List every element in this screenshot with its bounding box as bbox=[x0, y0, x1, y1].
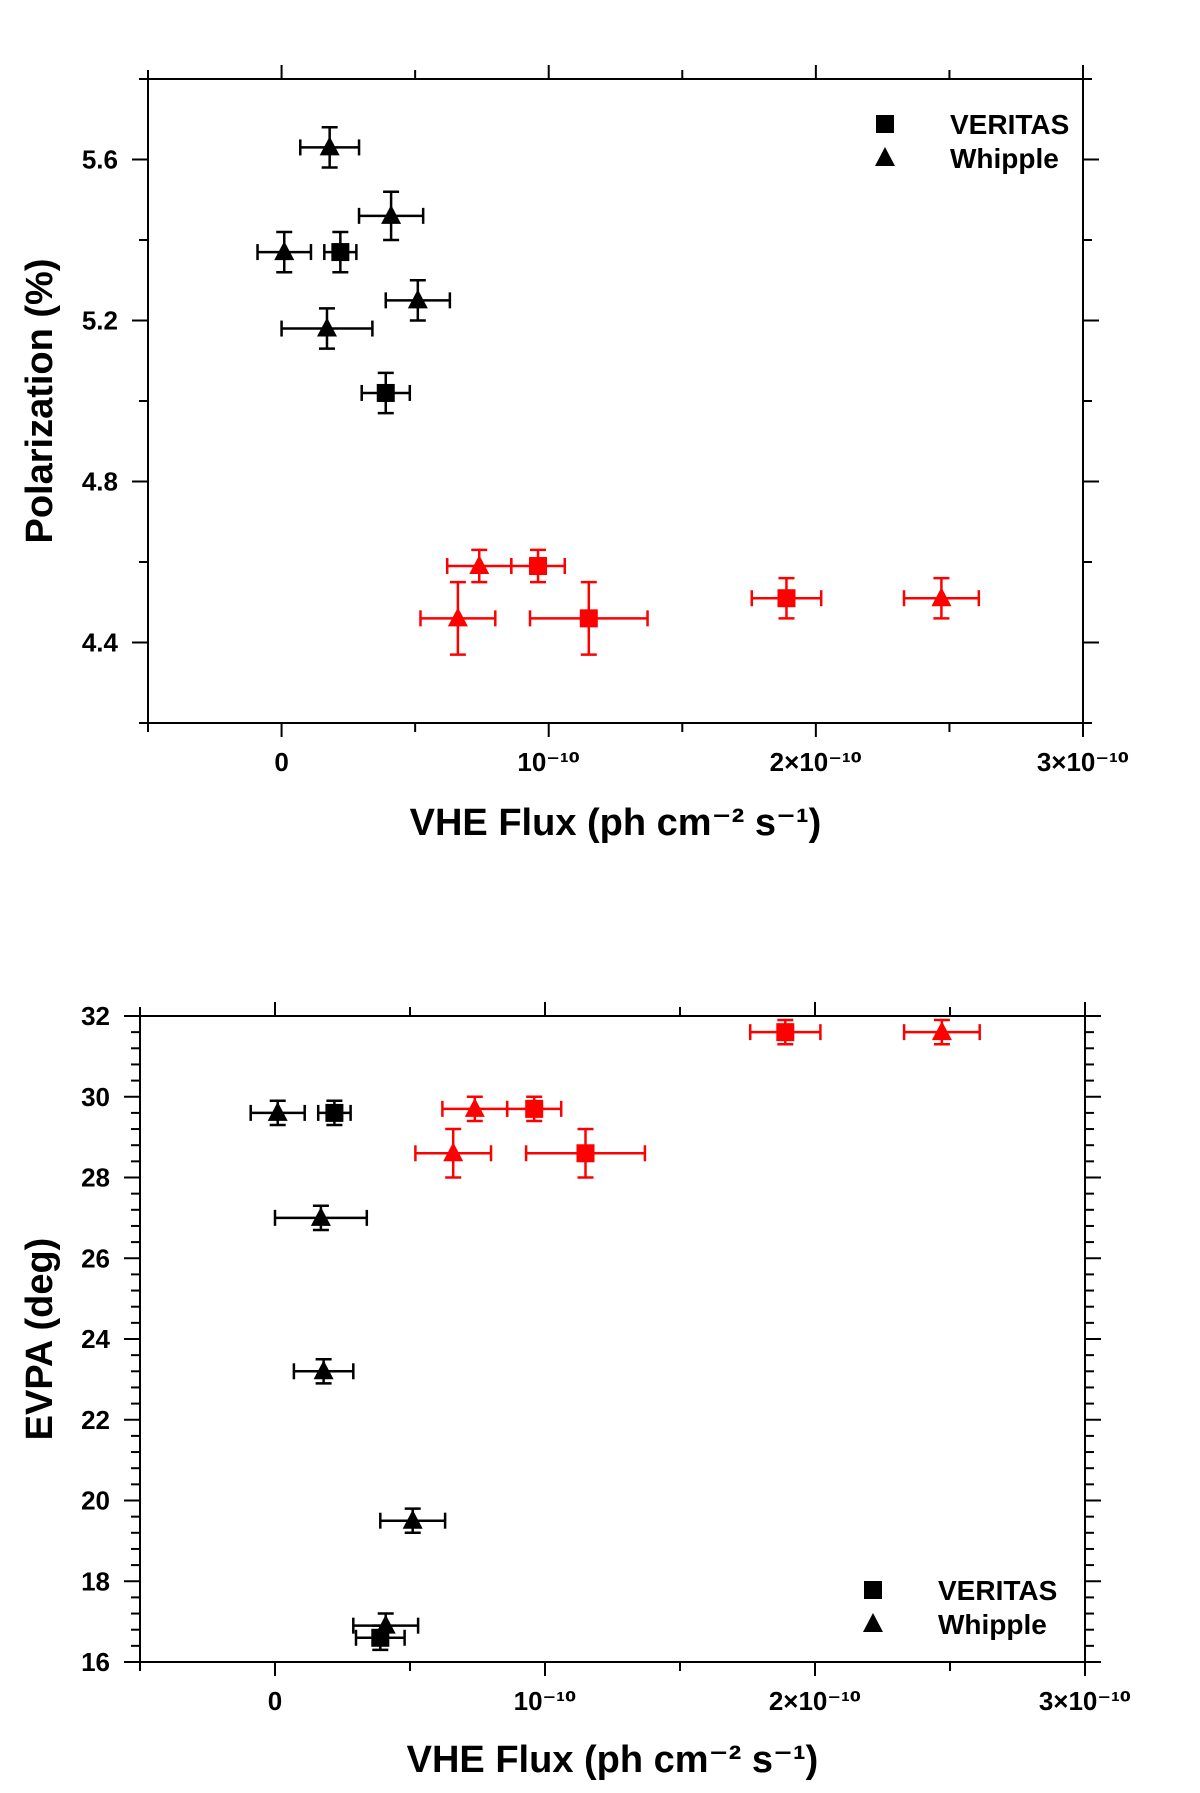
series-whipple bbox=[249, 1099, 447, 1640]
legend-triangle-icon bbox=[875, 147, 895, 166]
triangle-marker bbox=[443, 1142, 464, 1162]
data-point bbox=[441, 1095, 509, 1123]
square-marker bbox=[776, 1023, 795, 1042]
y-tick-label: 30 bbox=[81, 1082, 110, 1112]
square-marker bbox=[325, 1103, 344, 1122]
triangle-marker bbox=[931, 1021, 952, 1041]
y-tick-label: 32 bbox=[81, 1001, 110, 1031]
square-marker bbox=[331, 243, 350, 262]
x-tick-label: 3×10⁻¹⁰ bbox=[1037, 747, 1129, 777]
data-point bbox=[249, 1099, 306, 1127]
y-tick-label: 18 bbox=[81, 1566, 110, 1596]
x-axis-title: VHE Flux (ph cm⁻² s⁻¹) bbox=[410, 802, 822, 844]
data-point bbox=[445, 548, 513, 584]
y-tick-label: 4.8 bbox=[82, 467, 118, 497]
x-axis-title: VHE Flux (ph cm⁻² s⁻¹) bbox=[407, 1739, 819, 1781]
legend-label: VERITAS bbox=[938, 1575, 1057, 1606]
data-point bbox=[505, 1095, 563, 1123]
x-tick-label: 0 bbox=[268, 1686, 282, 1716]
data-point bbox=[750, 576, 823, 620]
data-point bbox=[379, 1507, 447, 1535]
square-marker bbox=[579, 609, 598, 628]
legend-square-icon bbox=[864, 1581, 882, 1599]
legend-triangle-icon bbox=[863, 1613, 883, 1632]
series-veritas-red bbox=[505, 1018, 822, 1179]
triangle-marker bbox=[313, 1360, 334, 1380]
triangle-marker bbox=[402, 1509, 423, 1529]
series-veritas bbox=[323, 230, 412, 415]
data-point bbox=[256, 230, 313, 274]
y-tick-label: 22 bbox=[81, 1405, 110, 1435]
y-tick-label: 16 bbox=[81, 1647, 110, 1677]
x-tick-label: 0 bbox=[274, 747, 288, 777]
triangle-marker bbox=[464, 1097, 485, 1117]
triangle-marker bbox=[407, 289, 428, 309]
data-point bbox=[299, 126, 361, 169]
x-tick-label: 2×10⁻¹⁰ bbox=[769, 1686, 861, 1716]
plot-frame bbox=[147, 78, 1084, 724]
y-tick-label: 26 bbox=[81, 1243, 110, 1273]
triangle-marker bbox=[310, 1206, 331, 1226]
data-point bbox=[414, 1127, 493, 1179]
y-tick-label: 5.2 bbox=[82, 306, 118, 336]
data-point bbox=[902, 1018, 981, 1046]
triangle-marker bbox=[469, 555, 490, 575]
square-marker bbox=[529, 557, 548, 576]
data-point bbox=[360, 371, 412, 415]
data-point bbox=[419, 580, 497, 656]
x-tick-label: 10⁻¹⁰ bbox=[514, 1686, 577, 1716]
legend-label: VERITAS bbox=[950, 109, 1069, 140]
data-point bbox=[510, 548, 566, 584]
data-point bbox=[323, 230, 358, 274]
series-whipple-red bbox=[419, 548, 981, 656]
square-marker bbox=[525, 1099, 544, 1118]
data-point bbox=[902, 576, 981, 620]
data-point bbox=[273, 1204, 369, 1232]
y-axis-title: Polarization (%) bbox=[19, 258, 61, 543]
y-tick-label: 28 bbox=[81, 1163, 110, 1193]
series-veritas-red bbox=[510, 548, 823, 656]
y-tick-label: 4.4 bbox=[82, 628, 119, 658]
data-point bbox=[524, 1127, 647, 1179]
y-tick-label: 24 bbox=[81, 1324, 110, 1354]
data-point bbox=[316, 1099, 352, 1127]
legend-square-icon bbox=[876, 115, 894, 133]
triangle-marker bbox=[447, 607, 468, 627]
polarization-chart: 0 10⁻¹⁰ 2×10⁻¹⁰ 3×10⁻¹⁰ 4.4 4.8 5.2 5.6 VHE Flux… bbox=[19, 65, 1129, 844]
data-point bbox=[357, 190, 425, 242]
y-axis-title: EVPA (deg) bbox=[19, 1238, 61, 1441]
x-tick-label: 10⁻¹⁰ bbox=[517, 747, 580, 777]
y-tick-label: 20 bbox=[81, 1486, 110, 1516]
legend-label: Whipple bbox=[938, 1609, 1047, 1640]
data-point bbox=[384, 279, 452, 322]
data-point bbox=[280, 307, 374, 350]
series-whipple bbox=[256, 126, 452, 350]
series-whipple-red bbox=[414, 1018, 981, 1179]
square-marker bbox=[576, 1144, 595, 1163]
triangle-marker bbox=[931, 587, 952, 607]
triangle-marker bbox=[381, 204, 402, 224]
data-point bbox=[748, 1018, 822, 1046]
triangle-marker bbox=[319, 136, 340, 156]
x-tick-label: 2×10⁻¹⁰ bbox=[770, 747, 862, 777]
legend-label: Whipple bbox=[950, 143, 1059, 174]
data-point bbox=[528, 580, 649, 656]
square-marker bbox=[777, 589, 796, 608]
data-point bbox=[292, 1357, 355, 1385]
evpa-chart: 0 10⁻¹⁰ 2×10⁻¹⁰ 3×10⁻¹⁰ 16 18 20 22 24 26 28 30 32 VH… bbox=[19, 1001, 1131, 1781]
y-tick-label: 5.6 bbox=[82, 145, 118, 175]
data-point bbox=[352, 1612, 420, 1640]
triangle-marker bbox=[375, 1614, 396, 1634]
triangle-marker bbox=[267, 1101, 288, 1121]
triangle-marker bbox=[316, 317, 337, 337]
triangle-marker bbox=[274, 241, 295, 261]
square-marker bbox=[376, 383, 395, 402]
x-tick-label: 3×10⁻¹⁰ bbox=[1039, 1686, 1131, 1716]
